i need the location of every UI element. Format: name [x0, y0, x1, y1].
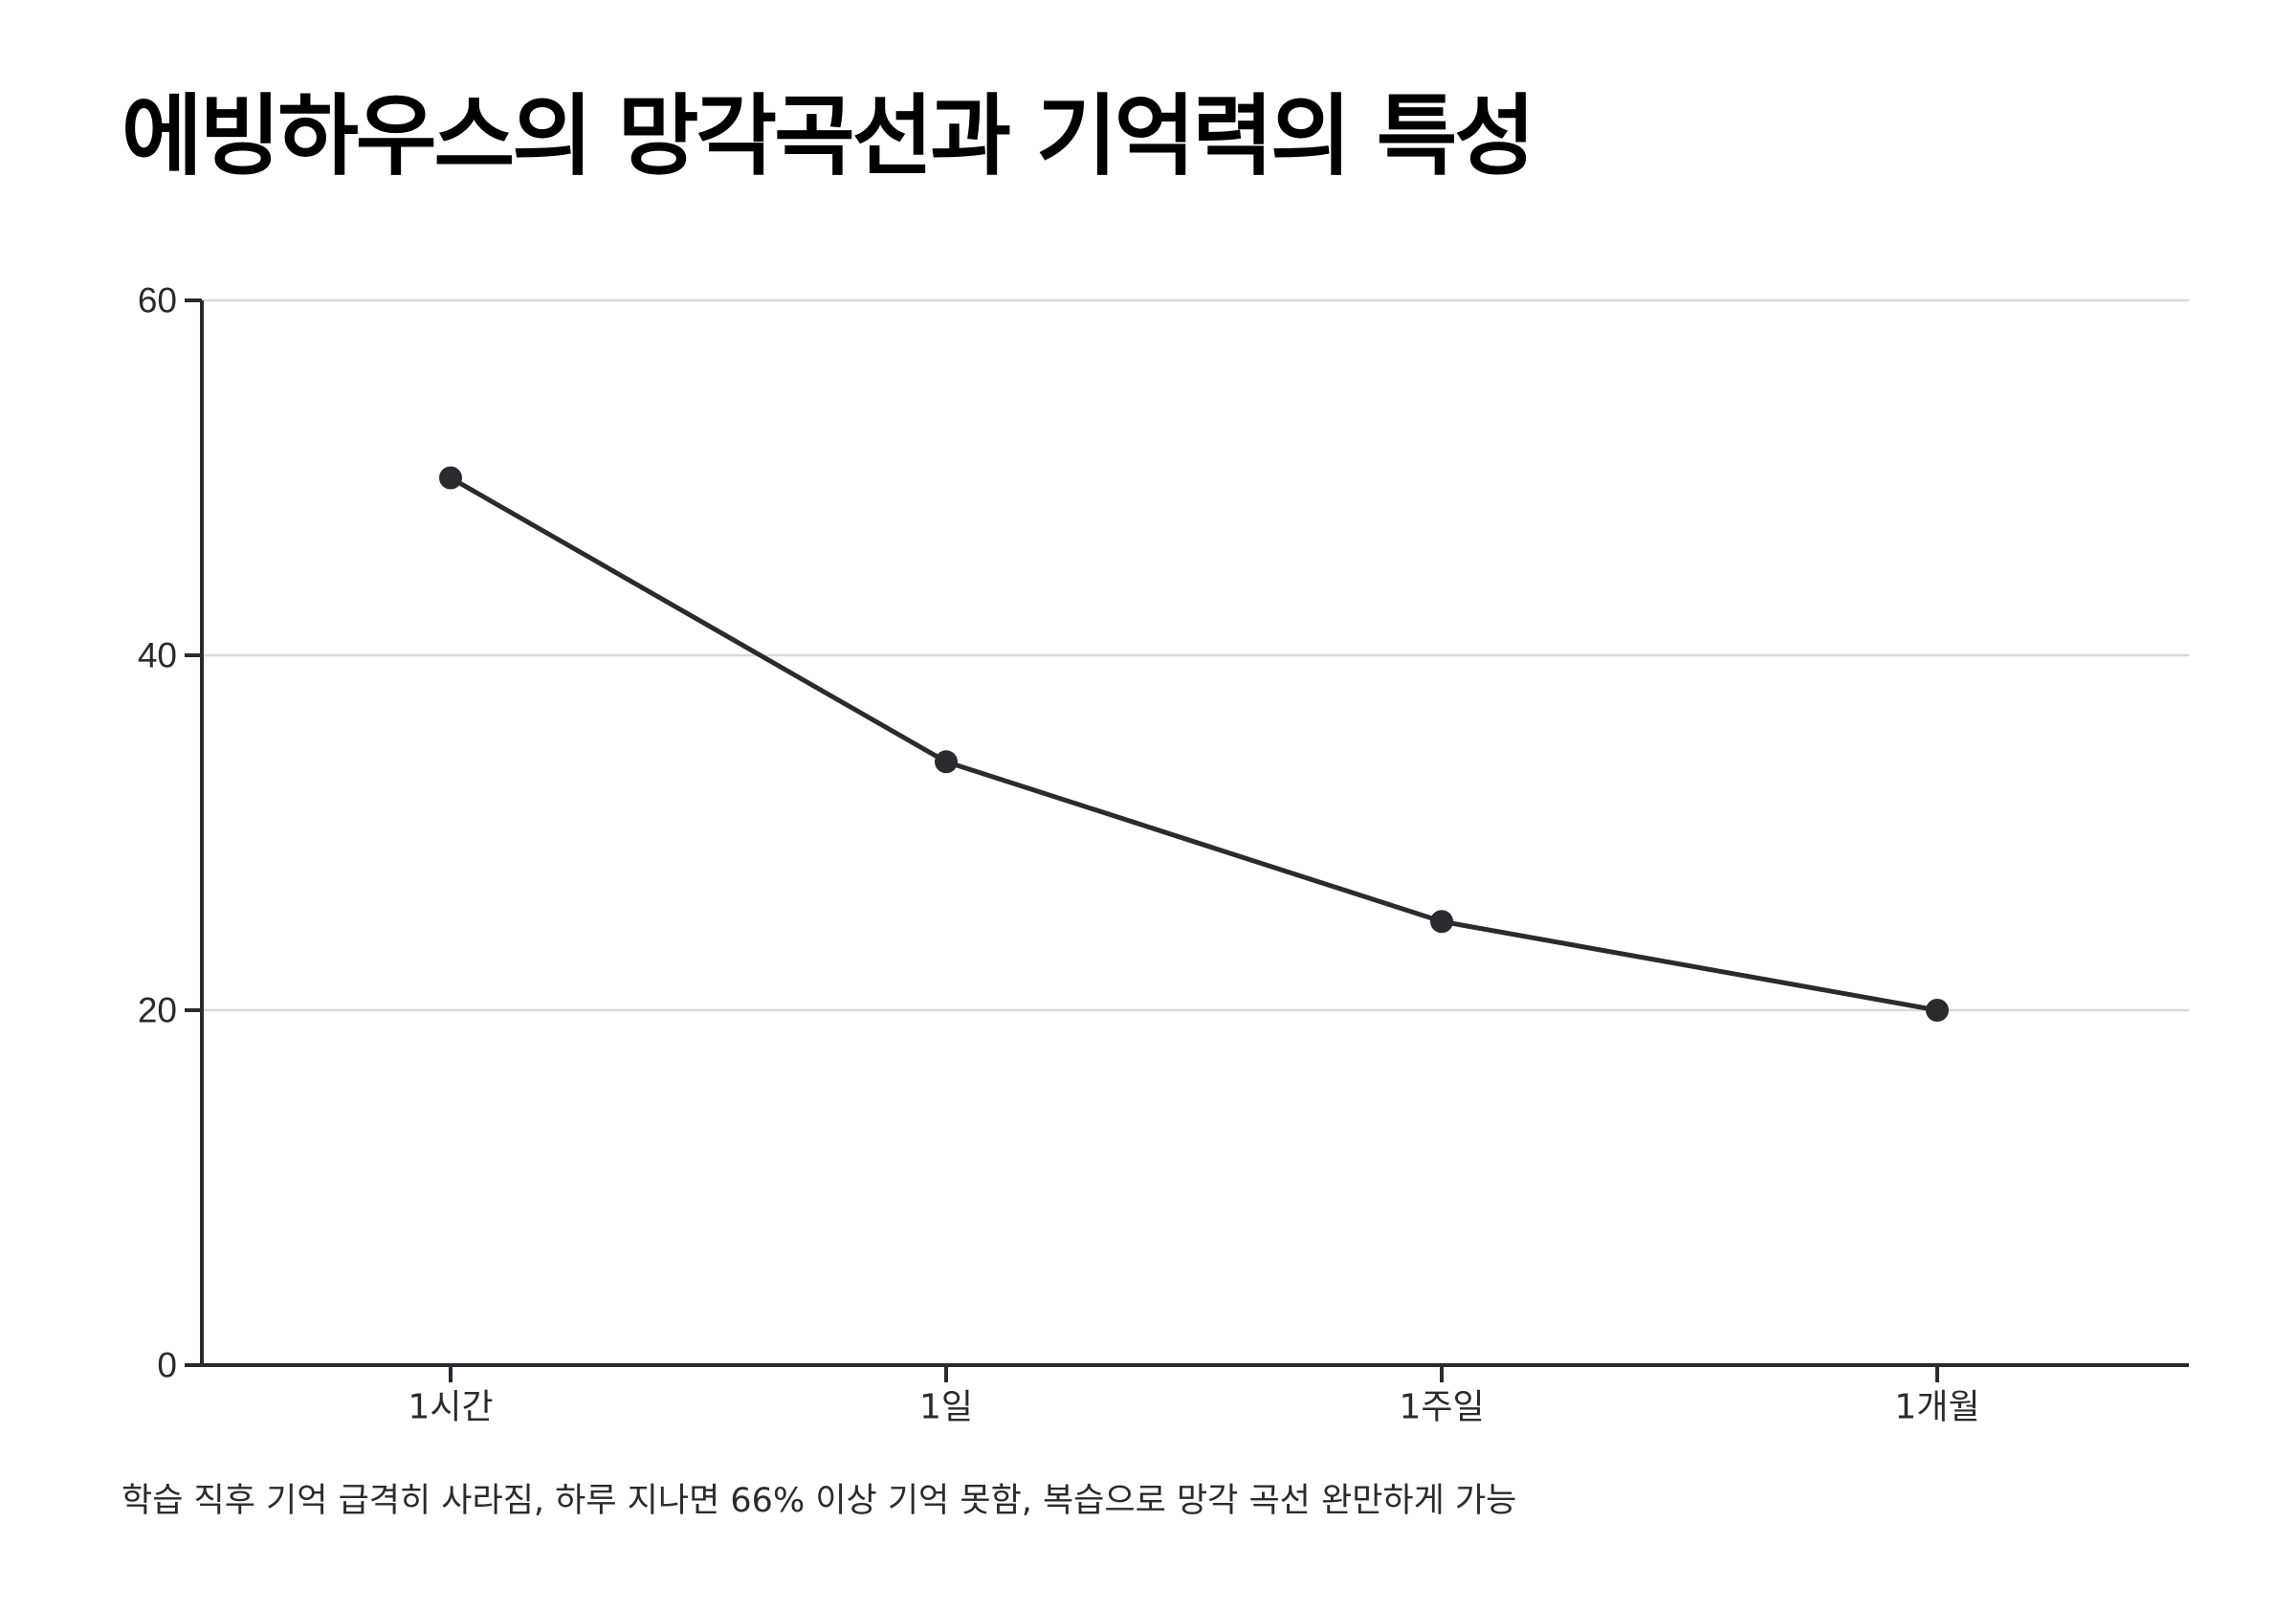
x-tick-label: 1시간: [408, 1388, 493, 1427]
tick-labels: 0 20 40 60 1시간 1일 1주일 1개월: [138, 281, 1980, 1427]
y-tick-label: 60: [138, 281, 177, 320]
gridlines: [202, 298, 2189, 1012]
x-tick-label: 1일: [919, 1388, 973, 1427]
data-point: [935, 750, 958, 774]
x-tick-label: 1개월: [1894, 1388, 1979, 1427]
y-tick-label: 0: [157, 1346, 177, 1385]
data-point: [439, 466, 462, 490]
series-line: [448, 475, 1940, 1013]
series: [439, 466, 1949, 1022]
axes: [185, 298, 2189, 1382]
data-point: [1926, 999, 1949, 1022]
y-tick-label: 40: [138, 636, 177, 675]
x-tick-label: 1주일: [1399, 1388, 1484, 1427]
chart-title: 에빙하우스의 망각곡선과 기억력의 특성: [121, 85, 1535, 188]
chart-caption: 학습 직후 기억 급격히 사라짐, 하루 지나면 66% 이상 기억 못함, 복…: [121, 1482, 1517, 1520]
data-point: [1430, 910, 1453, 934]
y-tick-label: 20: [138, 991, 177, 1030]
